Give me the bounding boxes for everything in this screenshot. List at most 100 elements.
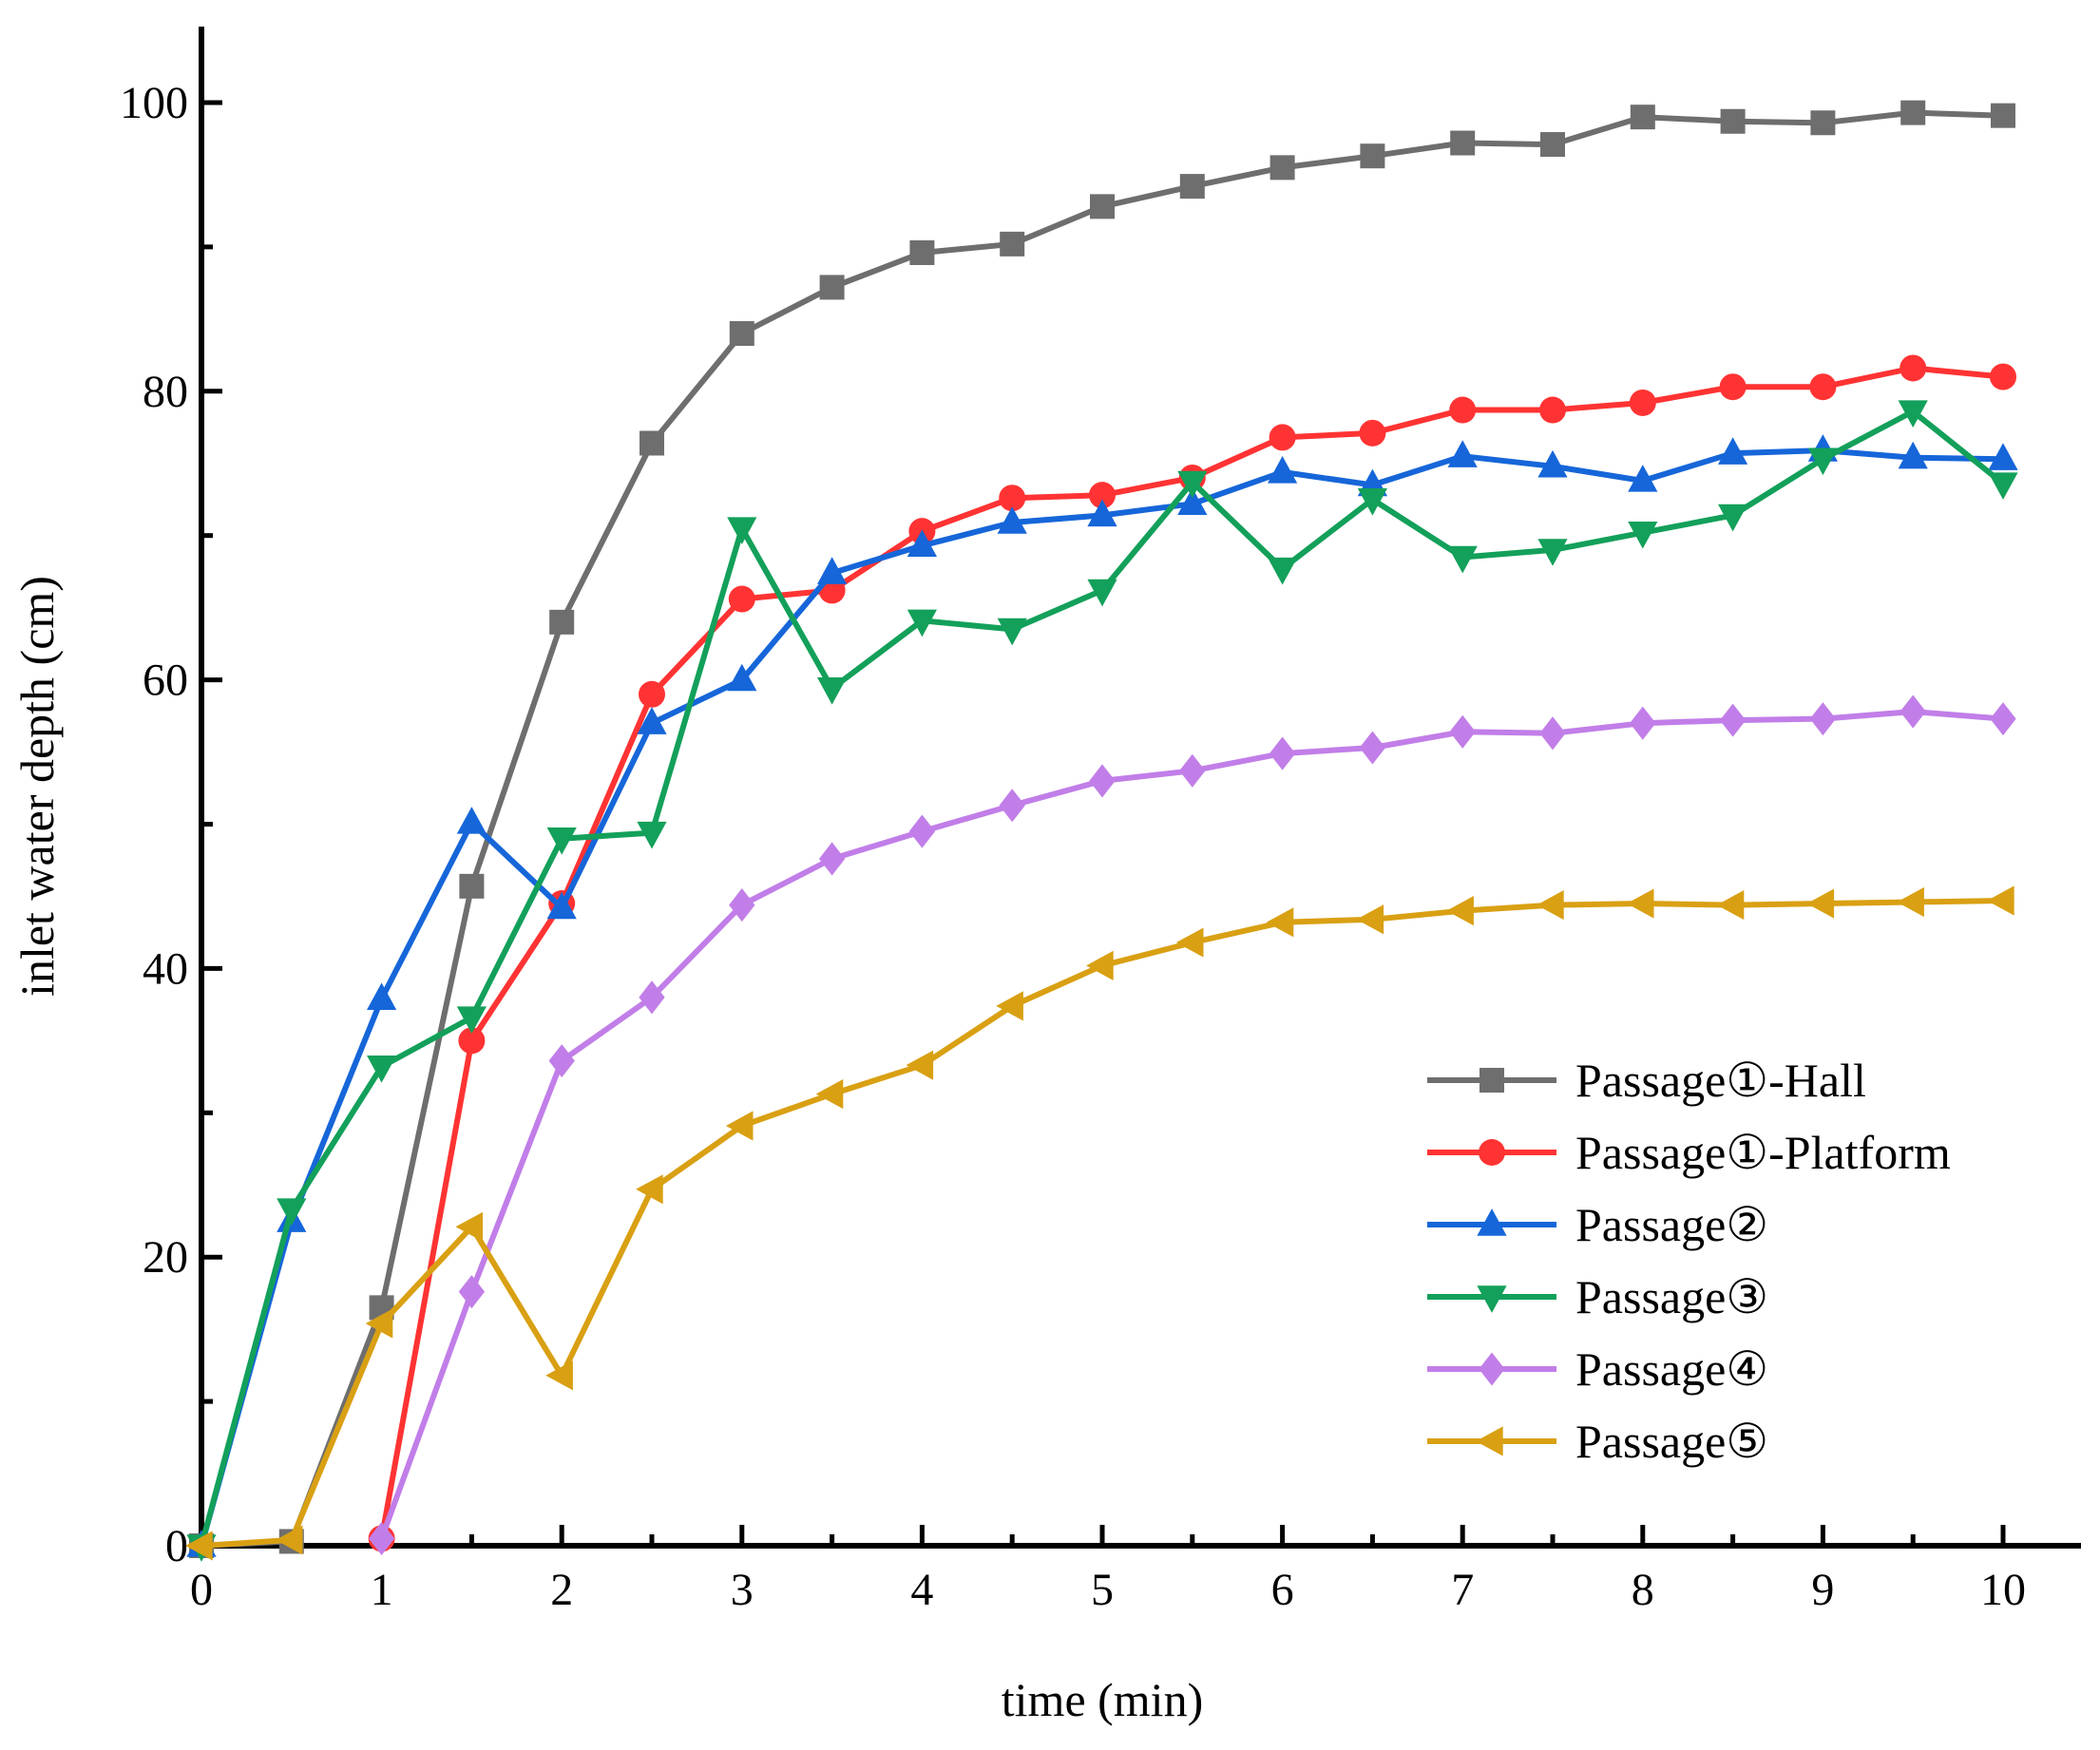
data-point <box>996 991 1023 1021</box>
data-point <box>1359 419 1386 447</box>
data-point <box>1087 499 1117 527</box>
data-point <box>1897 886 1924 918</box>
x-axis-title: time (min) <box>1002 1673 1203 1726</box>
data-point <box>815 1078 844 1110</box>
legend-swatch-marker <box>1479 1352 1505 1386</box>
x-tick-label: 9 <box>1811 1565 1834 1615</box>
x-tick-label: 2 <box>550 1565 573 1615</box>
data-point <box>1806 888 1835 919</box>
data-point <box>727 517 757 545</box>
y-tick-label: 20 <box>143 1232 188 1283</box>
data-point <box>275 1525 303 1555</box>
data-point <box>1539 716 1566 751</box>
data-point <box>185 1531 213 1561</box>
y-tick-label: 0 <box>165 1521 188 1571</box>
data-point <box>997 506 1027 534</box>
data-point <box>1268 557 1298 585</box>
data-point <box>817 677 848 705</box>
legend-swatch-marker <box>1477 1285 1507 1313</box>
legend-swatch-marker <box>1476 1426 1503 1456</box>
data-point <box>546 827 577 855</box>
data-point <box>367 1055 397 1083</box>
data-point <box>1000 231 1025 257</box>
data-point <box>728 585 755 613</box>
y-tick-label: 80 <box>143 367 188 417</box>
data-point <box>1720 108 1746 134</box>
data-point <box>819 275 845 300</box>
data-point <box>1988 472 2018 500</box>
data-point <box>1179 174 1205 200</box>
data-point <box>545 1360 573 1391</box>
data-point <box>1628 465 1658 492</box>
data-point <box>458 1275 486 1309</box>
legend-swatch-marker <box>1479 1139 1505 1166</box>
x-tick-label: 7 <box>1451 1565 1474 1615</box>
data-point <box>277 1198 307 1226</box>
data-point <box>1449 714 1476 749</box>
legend-item: Passage①-Platform <box>1427 1126 1951 1179</box>
data-point <box>1987 885 2014 916</box>
data-point <box>817 557 848 584</box>
data-point <box>1086 950 1114 980</box>
data-point <box>1537 449 1568 478</box>
data-point <box>1087 579 1117 607</box>
legend-item: Passage③ <box>1427 1270 1768 1323</box>
data-point <box>1356 904 1384 935</box>
data-point <box>368 1521 395 1555</box>
legend: Passage①-Hall Passage①-Platform Passage② Pa… <box>1427 1054 1951 1468</box>
data-point <box>1990 702 2016 736</box>
data-point <box>1357 488 1387 516</box>
data-point <box>636 1174 663 1205</box>
data-point <box>907 609 937 637</box>
data-point <box>1269 424 1296 451</box>
data-point <box>1810 110 1836 136</box>
legend-label: Passage④ <box>1575 1342 1768 1396</box>
data-point <box>1718 504 1748 532</box>
legend-item: Passage⑤ <box>1427 1415 1768 1468</box>
data-point <box>1719 703 1747 737</box>
data-point <box>906 1050 934 1080</box>
data-point <box>1266 907 1294 938</box>
data-point <box>818 842 846 876</box>
y-tick-label: 100 <box>120 78 188 128</box>
data-point <box>1268 455 1298 484</box>
data-point <box>1449 396 1477 424</box>
y-tick-label: 60 <box>143 656 188 706</box>
data-point <box>1628 521 1658 549</box>
x-tick-label: 0 <box>190 1565 213 1615</box>
series-4 <box>186 400 2018 1562</box>
data-point <box>1450 130 1476 156</box>
data-point <box>1090 194 1115 219</box>
legend-label: Passage③ <box>1575 1270 1768 1323</box>
legend-label: Passage⑤ <box>1575 1415 1768 1468</box>
data-point <box>1175 927 1204 958</box>
x-tick-label: 8 <box>1632 1565 1654 1615</box>
x-tick-label: 5 <box>1091 1565 1114 1615</box>
data-point <box>1988 443 2018 470</box>
legend-label: Passage①-Platform <box>1575 1126 1951 1179</box>
x-tick-label: 3 <box>731 1565 754 1615</box>
data-point <box>1809 373 1837 401</box>
data-point <box>1447 440 1478 467</box>
data-point <box>909 239 935 265</box>
data-point <box>1716 889 1745 921</box>
x-tick-label: 1 <box>371 1565 393 1615</box>
y-tick-label: 40 <box>143 943 188 994</box>
data-point <box>1177 470 1208 499</box>
data-point <box>1629 389 1656 416</box>
data-point <box>1360 143 1385 169</box>
data-point <box>997 618 1027 646</box>
legend-label: Passage①-Hall <box>1575 1054 1866 1107</box>
data-point <box>1626 888 1654 919</box>
series-5 <box>368 694 2016 1555</box>
data-point <box>1539 396 1566 424</box>
data-point <box>1179 753 1206 788</box>
data-point <box>1900 694 1926 729</box>
data-point <box>908 814 936 848</box>
data-point <box>548 1044 575 1078</box>
legend-label: Passage② <box>1575 1198 1768 1251</box>
data-point <box>1809 702 1837 736</box>
data-point <box>1991 103 2015 128</box>
